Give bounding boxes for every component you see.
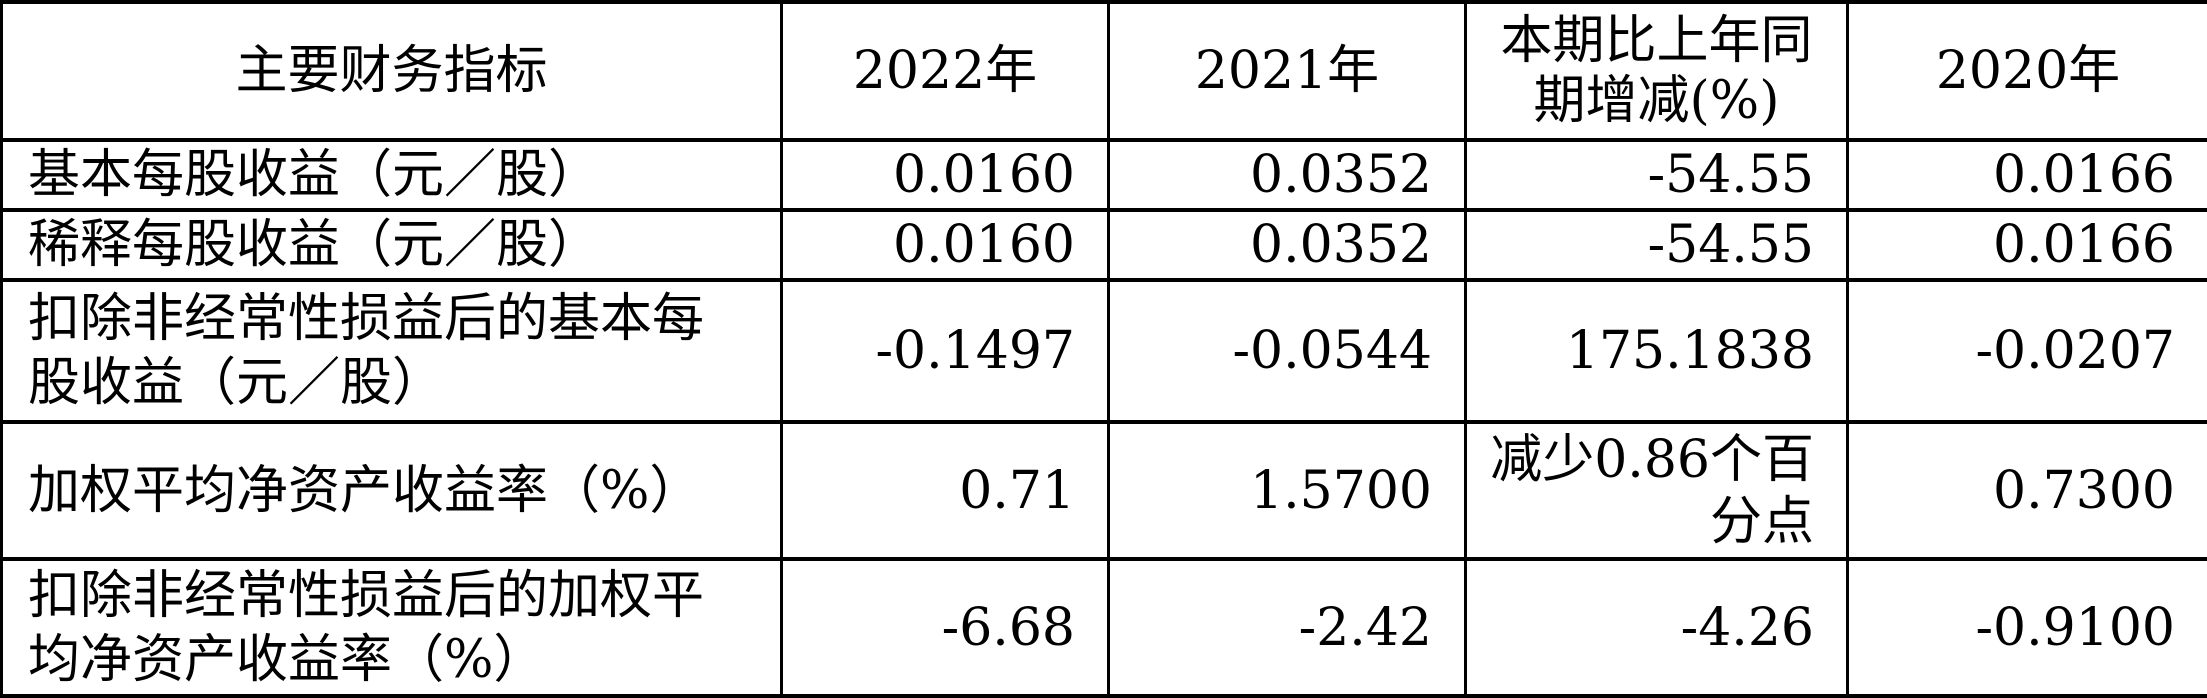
column-header-2021: 2021年: [1109, 2, 1466, 140]
column-header-2022: 2022年: [782, 2, 1109, 140]
value-2020: 0.0166: [1848, 140, 2207, 210]
indicator-label: 扣除非经常性损益后的加权平 均净资产收益率（%）: [2, 559, 782, 696]
value-2022: -6.68: [782, 559, 1109, 696]
indicator-label: 扣除非经常性损益后的基本每 股收益（元／股）: [2, 280, 782, 422]
value-2020: -0.0207: [1848, 280, 2207, 422]
value-2022: 0.0160: [782, 140, 1109, 210]
table-row-weighted-roe: 加权平均净资产收益率（%） 0.71 1.5700 减少0.86个百 分点 0.…: [2, 422, 2207, 559]
column-header-indicator: 主要财务指标: [2, 2, 782, 140]
value-2022: 0.71: [782, 422, 1109, 559]
value-2021: 0.0352: [1109, 140, 1466, 210]
indicator-label: 稀释每股收益（元／股）: [2, 210, 782, 280]
value-yoy-change: -4.26: [1466, 559, 1848, 696]
value-2021: 1.5700: [1109, 422, 1466, 559]
value-yoy-change: -54.55: [1466, 210, 1848, 280]
header-row: 主要财务指标 2022年 2021年 本期比上年同 期增减(%) 2020年: [2, 2, 2207, 140]
table-row-basic-eps: 基本每股收益（元／股） 0.0160 0.0352 -54.55 0.0166: [2, 140, 2207, 210]
table-row-diluted-eps: 稀释每股收益（元／股） 0.0160 0.0352 -54.55 0.0166: [2, 210, 2207, 280]
value-yoy-change: -54.55: [1466, 140, 1848, 210]
value-yoy-change: 减少0.86个百 分点: [1466, 422, 1848, 559]
column-header-yoy-change: 本期比上年同 期增减(%): [1466, 2, 1848, 140]
table-row-weighted-roe-excl-nonrecurring: 扣除非经常性损益后的加权平 均净资产收益率（%） -6.68 -2.42 -4.…: [2, 559, 2207, 696]
value-2021: -2.42: [1109, 559, 1466, 696]
value-2022: -0.1497: [782, 280, 1109, 422]
value-2020: 0.7300: [1848, 422, 2207, 559]
table-row-eps-excl-nonrecurring: 扣除非经常性损益后的基本每 股收益（元／股） -0.1497 -0.0544 1…: [2, 280, 2207, 422]
indicator-label: 基本每股收益（元／股）: [2, 140, 782, 210]
value-2021: -0.0544: [1109, 280, 1466, 422]
value-2020: 0.0166: [1848, 210, 2207, 280]
value-yoy-change: 175.1838: [1466, 280, 1848, 422]
value-2022: 0.0160: [782, 210, 1109, 280]
value-2021: 0.0352: [1109, 210, 1466, 280]
indicator-label: 加权平均净资产收益率（%）: [2, 422, 782, 559]
value-2020: -0.9100: [1848, 559, 2207, 696]
column-header-2020: 2020年: [1848, 2, 2207, 140]
